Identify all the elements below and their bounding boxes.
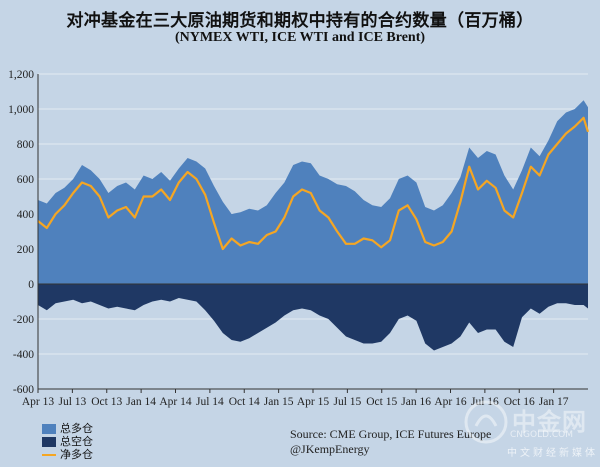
legend-label-net-long: 净多仓 <box>60 448 93 461</box>
watermark-url: CNGOLD.COM <box>510 430 574 440</box>
watermark-brand: 中金网 <box>512 408 587 436</box>
y-tick-label: 800 <box>17 139 35 151</box>
y-tick-label: -200 <box>13 314 34 326</box>
x-tick-label: Jan 16 <box>401 396 431 408</box>
series-gross-short-area <box>38 284 588 351</box>
x-tick-label: Oct 14 <box>229 396 260 408</box>
x-tick-label: Jan 17 <box>539 396 569 408</box>
series-net-long-line <box>37 116 590 251</box>
author-handle: @JKempEnergy <box>290 442 370 456</box>
watermark-tagline: 中文财经新媒体 <box>507 448 598 459</box>
legend-item-net-long: 净多仓 <box>42 448 93 461</box>
y-tick-label: 200 <box>17 244 35 256</box>
x-tick-label: Apr 16 <box>434 396 467 408</box>
legend-item-gross-long: 总多仓 <box>42 422 93 435</box>
y-axis-ticks: -600 -400 -200 0 200 400 600 800 1,000 1,200 <box>8 69 34 396</box>
y-tick-label: 1,200 <box>8 69 34 81</box>
legend-label-gross-short: 总空仓 <box>60 435 93 448</box>
x-tick-label: Apr 15 <box>297 396 330 408</box>
watermark: 中金网 CNGOLD.COM 中文财经新媒体 <box>464 398 600 464</box>
legend-swatch-gross-long <box>42 423 56 434</box>
x-tick-label: Apr 14 <box>159 396 192 408</box>
x-tick-label: Oct 16 <box>504 396 535 408</box>
chart-title: 对冲基金在三大原油期货和期权中持有的合约数量（百万桶） <box>66 11 534 31</box>
x-tick-label: Jan 15 <box>264 396 294 408</box>
y-tick-label: 1,000 <box>8 104 34 116</box>
series-gross-long-area <box>38 100 588 284</box>
y-tick-label: 0 <box>28 279 34 291</box>
x-tick-label: Oct 13 <box>91 396 122 408</box>
legend-swatch-gross-short <box>42 436 56 447</box>
plot-areas <box>37 100 590 351</box>
legend-swatch-net-long <box>42 453 56 456</box>
chart-subtitle: (NYMEX WTI, ICE WTI and ICE Brent) <box>174 30 426 45</box>
y-tick-label: 600 <box>17 174 35 186</box>
watermark-logo-icon <box>464 400 508 444</box>
x-tick-label: Oct 15 <box>366 396 397 408</box>
x-tick-label: Jul 14 <box>196 396 224 408</box>
source-line: Source: CME Group, ICE Futures Europe <box>290 427 492 441</box>
x-tick-label: Apr 13 <box>22 396 55 408</box>
y-tick-label: -400 <box>13 349 34 361</box>
legend-label-gross-long: 总多仓 <box>60 422 93 435</box>
source-note: Source: CME Group, ICE Futures Europe @J… <box>290 427 491 457</box>
x-axis-ticks: Apr 13 Jul 13 Oct 13 Jan 14 Apr 14 Jul 14 Oct … <box>22 389 569 408</box>
x-tick-label: Jul 15 <box>333 396 361 408</box>
legend-item-gross-short: 总空仓 <box>42 435 93 448</box>
x-tick-label: Jul 16 <box>471 396 499 408</box>
y-tick-label: 400 <box>17 209 35 221</box>
legend: 总多仓 总空仓 净多仓 <box>42 422 93 461</box>
x-tick-label: Jan 14 <box>126 396 156 408</box>
y-tick-label: -600 <box>13 384 34 396</box>
x-tick-label: Jul 13 <box>58 396 86 408</box>
